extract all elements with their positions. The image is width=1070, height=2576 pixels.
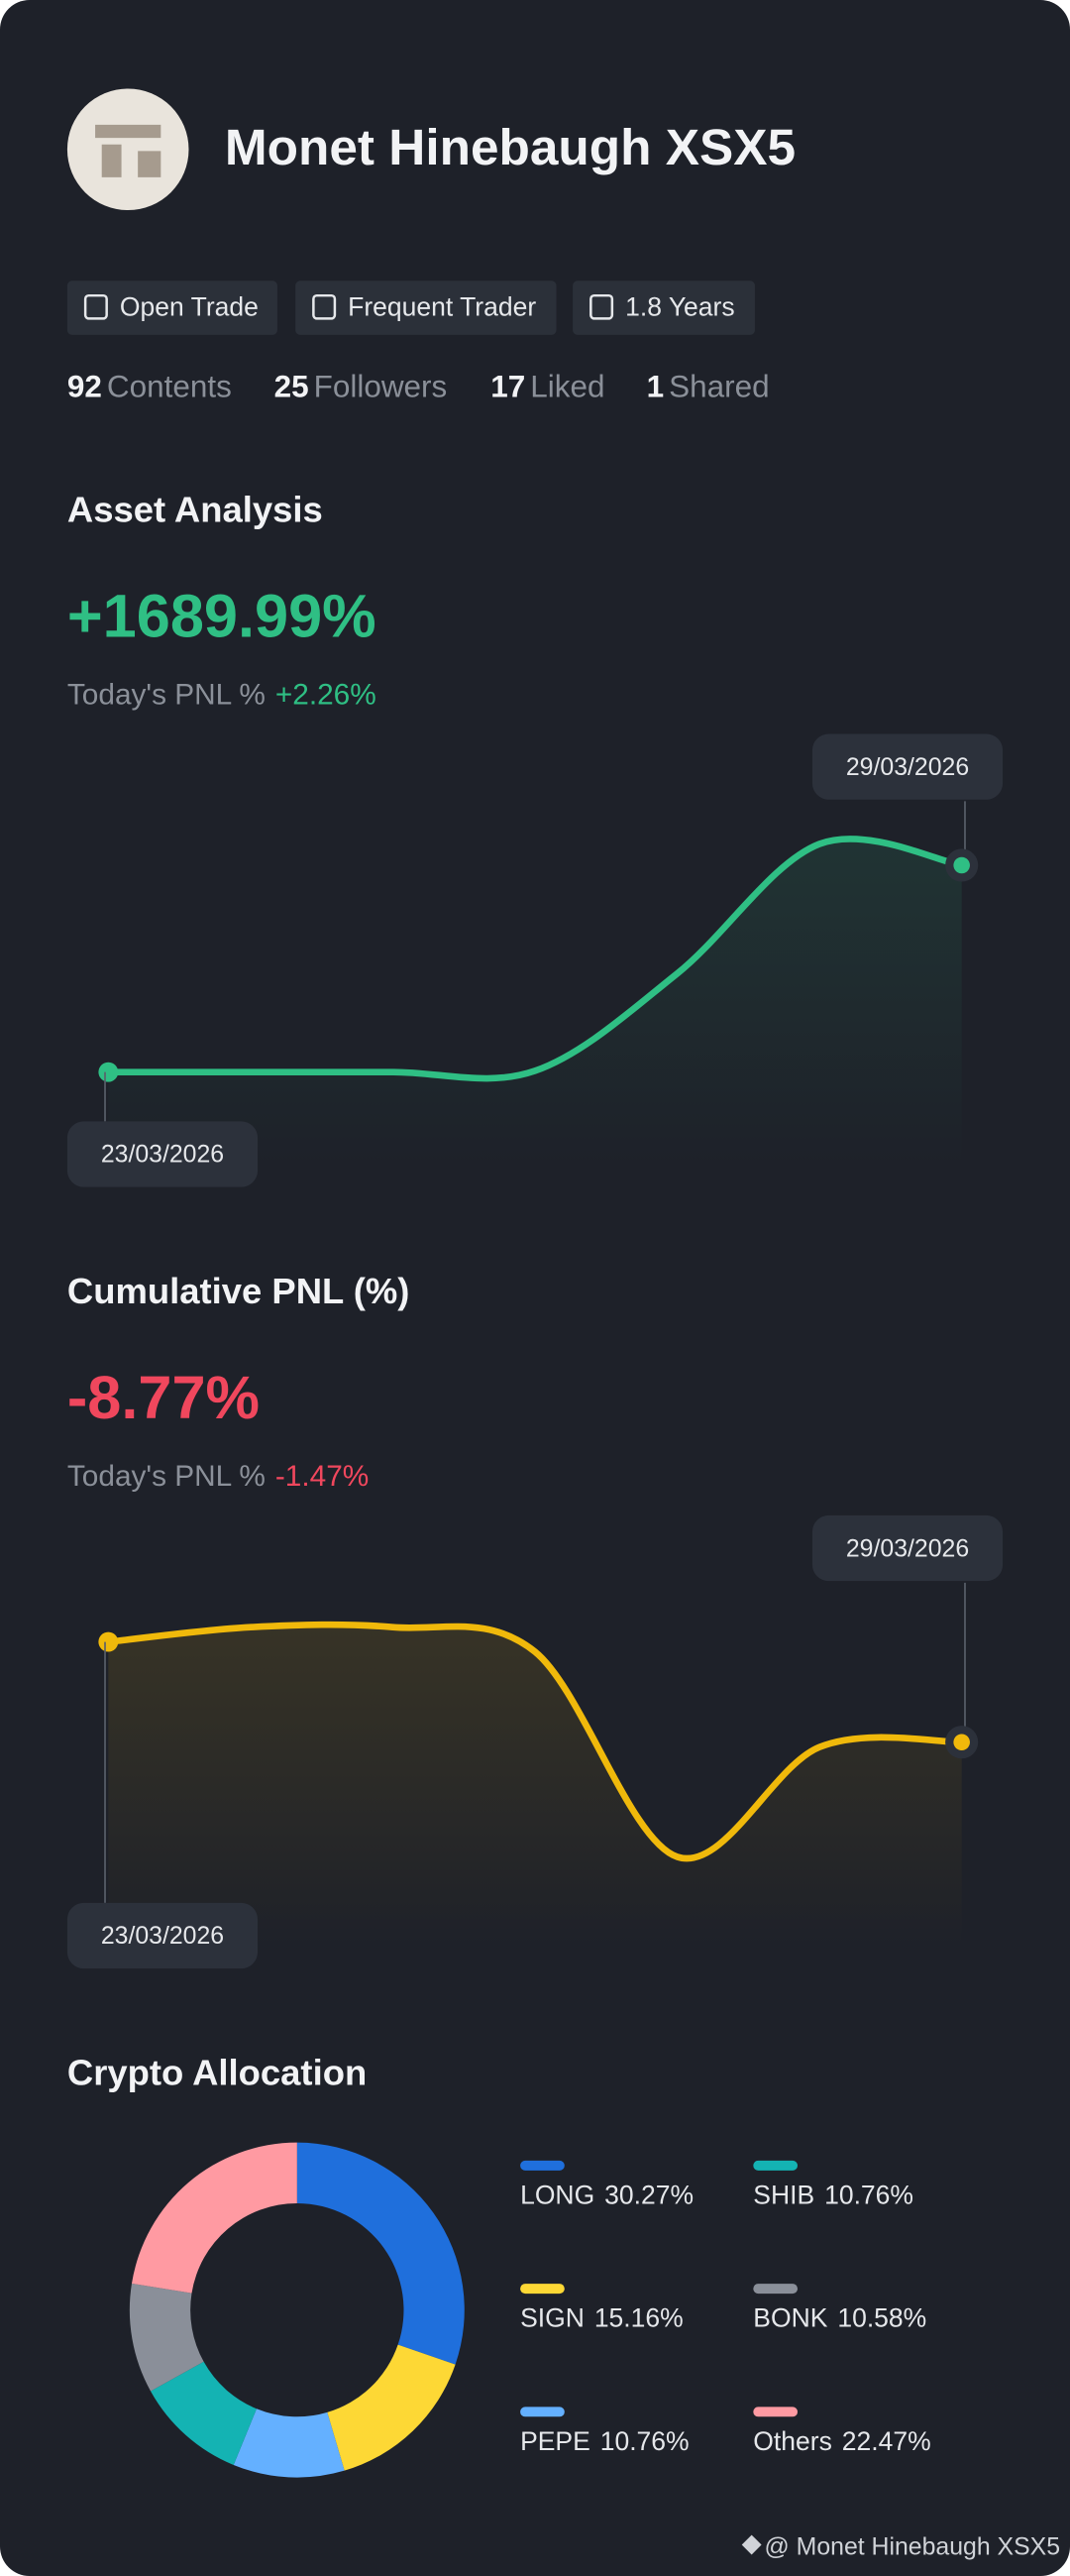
date-bubble	[66, 1121, 259, 1187]
section-title: Cumulative PNL (%)	[67, 1271, 410, 1311]
subtitle: Today's PNL % +2.26%	[67, 678, 376, 711]
stat-value: 25	[274, 370, 309, 404]
date-label: 29/03/2026	[846, 754, 969, 781]
date-bubble	[811, 733, 1004, 800]
stat-label: Contents	[107, 370, 232, 404]
subtitle-label: Today's PNL %	[67, 678, 266, 711]
badge-label: Frequent Trader	[348, 291, 536, 321]
legend-value: 10.76%	[600, 2426, 690, 2456]
legend-swatch	[520, 2160, 565, 2171]
legend-value: 22.47%	[842, 2426, 931, 2456]
legend-value: 10.76%	[824, 2180, 913, 2209]
profile-name: Monet Hinebaugh XSX5	[225, 119, 796, 175]
date-label: 23/03/2026	[101, 1142, 224, 1169]
stat: 92 Contents	[67, 370, 232, 404]
stat-value: 92	[67, 370, 102, 404]
legend-name: PEPE	[520, 2426, 590, 2456]
start-dot	[98, 1062, 119, 1082]
badge[interactable]	[66, 280, 277, 335]
stats: 92 Contents 25 Followers 17 Liked 1 Shared	[67, 370, 770, 404]
stat: 17 Liked	[490, 370, 604, 404]
footer: @ Monet Hinebaugh XSX5	[765, 2533, 1061, 2560]
section-title: Asset Analysis	[67, 489, 323, 529]
charts: Asset Analysis +1689.99% Today's PNL % +2.2…	[66, 489, 1004, 2478]
stat-label: Followers	[314, 370, 448, 404]
legend-name: BONK	[753, 2303, 827, 2333]
date-bubble	[66, 1902, 259, 1969]
badge-label: Open Trade	[120, 291, 259, 321]
donut-slice[interactable]	[131, 2142, 297, 2294]
area	[108, 839, 962, 1167]
donut-slice[interactable]	[151, 2361, 257, 2465]
end-dot	[953, 856, 970, 874]
donut-slice[interactable]	[296, 2142, 465, 2365]
subtitle-value: +2.26%	[275, 678, 376, 711]
line	[105, 1621, 965, 1862]
legend-name: SIGN	[520, 2303, 585, 2333]
line	[105, 836, 965, 1082]
date-bubble	[811, 1514, 1004, 1582]
badges: Open Trade Frequent Trader 1.8 Years	[66, 280, 755, 335]
legend-name: SHIB	[753, 2180, 814, 2209]
stat-value: 17	[490, 370, 525, 404]
legend-entry: LONG 30.27%	[520, 2180, 694, 2209]
section-title: Crypto Allocation	[67, 2052, 367, 2092]
stat: 25 Followers	[274, 370, 448, 404]
headline: +1689.99%	[67, 582, 376, 649]
subtitle-value: -1.47%	[275, 1460, 369, 1493]
donut-slice[interactable]	[327, 2344, 456, 2471]
subtitle-label: Today's PNL %	[67, 1460, 266, 1493]
legend-swatch	[753, 2160, 799, 2171]
legend-swatch	[753, 2284, 799, 2295]
stat-label: Shared	[669, 370, 769, 404]
badge-icon	[589, 293, 614, 320]
legend-entry: Others 22.47%	[753, 2426, 930, 2456]
legend-value: 10.58%	[837, 2303, 926, 2333]
avatar-art	[95, 124, 161, 177]
legend-entry: SIGN 15.16%	[520, 2303, 684, 2333]
stat: 1 Shared	[647, 370, 770, 404]
subtitle: Today's PNL % -1.47%	[67, 1460, 369, 1493]
legend-entry: SHIB 10.76%	[753, 2180, 913, 2209]
legend-swatch	[520, 2284, 565, 2295]
headline: -8.77%	[67, 1364, 260, 1431]
legend-entry: PEPE 10.76%	[520, 2426, 690, 2456]
badge-icon	[312, 293, 337, 320]
avatar[interactable]	[66, 88, 189, 211]
legend-value: 30.27%	[604, 2180, 694, 2209]
badge-label: 1.8 Years	[625, 291, 735, 321]
badge-icon	[83, 293, 108, 320]
legend-name: LONG	[520, 2180, 594, 2209]
date-label: 29/03/2026	[846, 1535, 969, 1562]
stat-label: Liked	[530, 370, 604, 404]
legend-value: 15.16%	[594, 2303, 684, 2333]
legend-name: Others	[753, 2426, 832, 2456]
date-label: 23/03/2026	[101, 1923, 224, 1950]
donut-slice[interactable]	[129, 2283, 204, 2392]
start-dot	[98, 1631, 119, 1652]
badge[interactable]	[295, 280, 557, 335]
legend-swatch	[520, 2407, 565, 2417]
legend-entry: BONK 10.58%	[753, 2303, 926, 2333]
donut-slice[interactable]	[233, 2408, 345, 2478]
stat-value: 1	[647, 370, 665, 404]
end-dot	[953, 1734, 970, 1751]
area	[108, 1624, 962, 1948]
legend-swatch	[753, 2407, 799, 2417]
badge[interactable]	[573, 280, 755, 335]
